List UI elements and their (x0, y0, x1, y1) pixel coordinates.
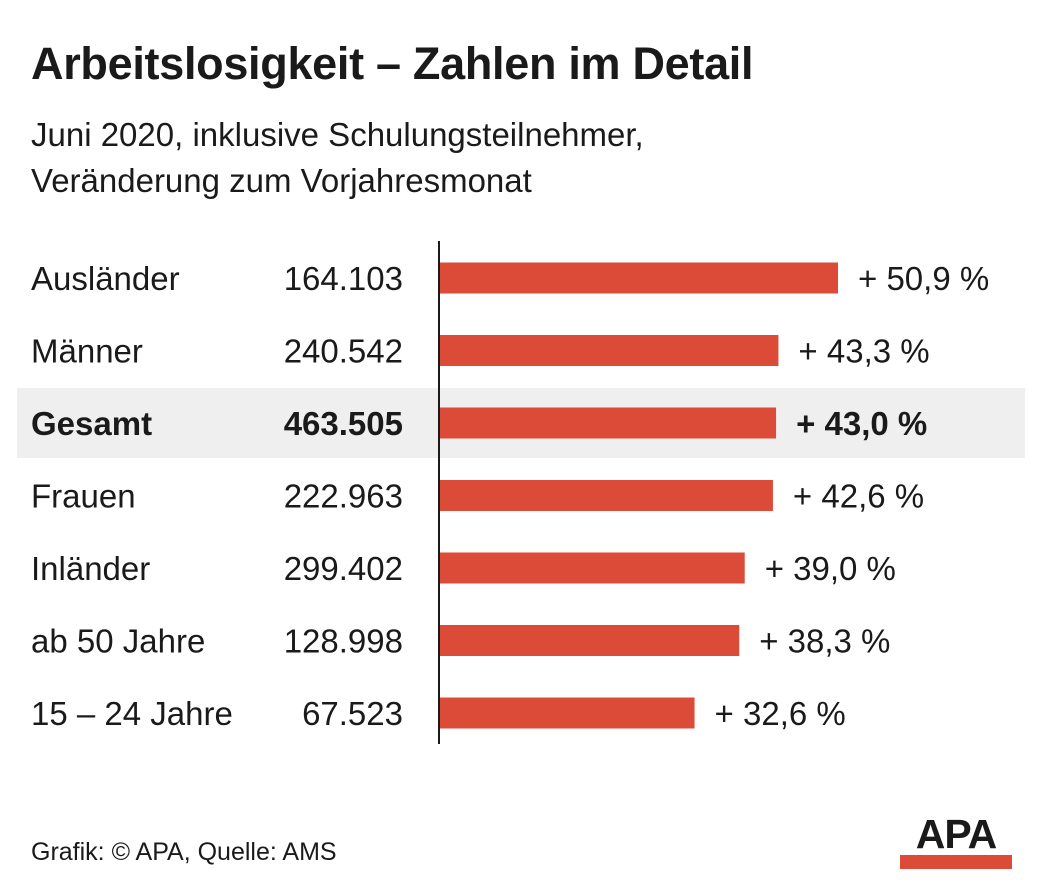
category-label: Inländer (31, 550, 150, 587)
value-label: + 32,6 % (715, 695, 846, 732)
count-label: 463.505 (284, 405, 403, 442)
category-label: Gesamt (31, 405, 152, 442)
bar (439, 480, 773, 511)
category-label: Ausländer (31, 260, 180, 297)
category-label: Männer (31, 333, 143, 370)
value-label: + 39,0 % (765, 550, 896, 587)
bar (439, 335, 779, 366)
count-label: 164.103 (284, 260, 403, 297)
source-credit: Grafik: © APA, Quelle: AMS (31, 838, 337, 866)
bar (439, 262, 838, 294)
category-label: 15 – 24 Jahre (31, 695, 233, 732)
count-label: 240.542 (284, 333, 403, 370)
value-label: + 43,3 % (798, 333, 929, 370)
apa-logo-text: APA (916, 815, 997, 857)
subtitle-line-2: Veränderung zum Vorjahresmonat (31, 162, 532, 199)
value-label: + 43,0 % (796, 405, 927, 442)
bar (439, 697, 695, 729)
value-label: + 38,3 % (759, 623, 890, 660)
count-label: 67.523 (302, 695, 403, 732)
category-label: ab 50 Jahre (31, 623, 205, 660)
value-label: + 50,9 % (858, 260, 989, 297)
bar (439, 625, 740, 656)
category-label: Frauen (31, 478, 136, 515)
value-label: + 42,6 % (793, 478, 924, 515)
bar (439, 552, 745, 584)
count-label: 128.998 (284, 623, 403, 660)
subtitle-line-1: Juni 2020, inklusive Schulungsteilnehmer… (31, 116, 644, 153)
count-label: 222.963 (284, 478, 403, 515)
bar (439, 407, 777, 439)
chart-title: Arbeitslosigkeit – Zahlen im Detail (31, 38, 754, 89)
chart-subtitle: Juni 2020, inklusive Schulungsteilnehmer… (31, 112, 644, 204)
apa-logo-underline (900, 855, 1012, 869)
apa-logo: APA (900, 815, 1012, 869)
count-label: 299.402 (284, 550, 403, 587)
